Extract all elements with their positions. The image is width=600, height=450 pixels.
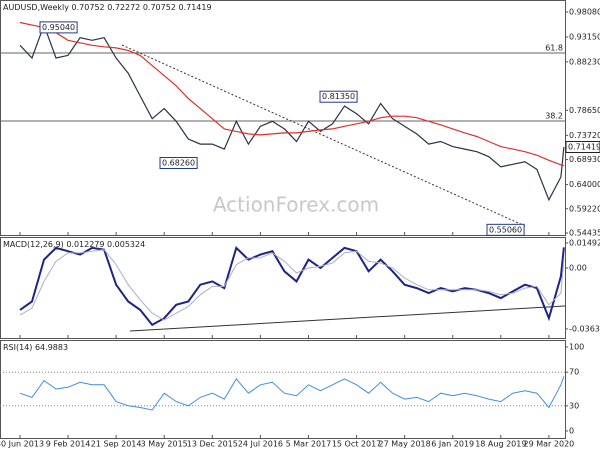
- y-tick-label: 0.00: [569, 263, 587, 272]
- indicator-value: 0.005324: [107, 240, 145, 249]
- y-tick-label: 70: [569, 368, 579, 377]
- indicator-name: RSI(14): [3, 343, 32, 352]
- ohlc-value: 0.71419: [178, 3, 211, 12]
- ohlc-value: 0.70752: [143, 3, 176, 12]
- series-line: [19, 23, 565, 202]
- panel-frame: [0, 237, 566, 339]
- x-tick-label: 6 Jan 2019: [431, 440, 474, 449]
- y-tick-label: 0: [569, 427, 574, 436]
- y-tick-label: 100: [569, 342, 584, 351]
- price-label: 0.81350: [322, 92, 355, 101]
- price-label-box: [486, 223, 525, 236]
- x-tick-label: 5 Mar 2017: [286, 440, 332, 449]
- x-tick-label: 27 May 2018: [379, 440, 431, 449]
- y-tick-label: 0.73720: [569, 131, 600, 140]
- y-tick-label: 0.54435: [569, 228, 600, 237]
- y-tick-label: -0.036389: [569, 324, 600, 333]
- fib-label: 61.8: [545, 44, 563, 53]
- last-price-box: [565, 141, 600, 154]
- x-tick-label: 30 Jun 2013: [0, 440, 44, 449]
- fib-label: 38.2: [545, 112, 563, 121]
- y-tick-label: 0.98080: [569, 8, 600, 17]
- y-tick-label: 0.64000: [569, 180, 600, 189]
- series-line: [19, 246, 565, 327]
- x-tick-label: 13 Dec 2015: [187, 440, 238, 449]
- symbol: AUDUSD,Weekly: [3, 3, 69, 12]
- x-tick-label: 21 Sep 2014: [91, 440, 142, 449]
- x-tick-label: 3 May 2015: [141, 440, 188, 449]
- price-label-box: [319, 90, 358, 103]
- y-tick-label: 0.93150: [569, 32, 600, 41]
- y-tick-label: 0.78650: [569, 106, 600, 115]
- ohlc-value: 0.72272: [107, 3, 140, 12]
- y-tick-label: 0.014925: [569, 238, 600, 247]
- x-tick-label: 9 Feb 2014: [46, 440, 91, 449]
- x-tick-label: 18 Aug 2019: [475, 440, 526, 449]
- panel-title: RSI(14) 64.9883: [3, 343, 68, 352]
- indicator-name: MACD(12,26,9): [3, 240, 64, 249]
- panel-title: AUDUSD,Weekly 0.70752 0.72272 0.70752 0.…: [3, 3, 212, 12]
- price-label-box: [39, 21, 78, 34]
- price-label-box: [159, 156, 198, 169]
- price-label: 0.68260: [162, 158, 195, 167]
- price-label: 0.55060: [489, 225, 522, 234]
- y-tick-label: 30: [569, 401, 579, 410]
- panel-frame: [0, 0, 566, 236]
- ohlc-value: 0.70752: [72, 3, 105, 12]
- x-tick-label: 29 Mar 2020: [524, 440, 575, 449]
- price-label: 0.95040: [42, 23, 75, 32]
- watermark: ActionForex.com: [213, 193, 379, 217]
- y-tick-label: 0.88230: [569, 57, 600, 66]
- y-tick-label: 0.68930: [569, 155, 600, 164]
- trend-line: [121, 44, 526, 227]
- indicator-value: 64.9883: [35, 343, 68, 352]
- y-tick-label: 0.59220: [569, 204, 600, 213]
- series-line: [19, 21, 565, 167]
- trend-line: [129, 305, 566, 332]
- indicator-value: 0.012279: [66, 240, 104, 249]
- x-tick-label: 15 Oct 2017: [332, 440, 381, 449]
- panel-title: MACD(12,26,9) 0.012279 0.005324: [3, 240, 145, 249]
- last-price-label: 0.71419: [568, 143, 600, 152]
- series-line: [19, 376, 565, 411]
- series-line: [19, 249, 565, 321]
- x-tick-label: 24 Jul 2016: [238, 440, 283, 449]
- panel-frame: [0, 340, 566, 439]
